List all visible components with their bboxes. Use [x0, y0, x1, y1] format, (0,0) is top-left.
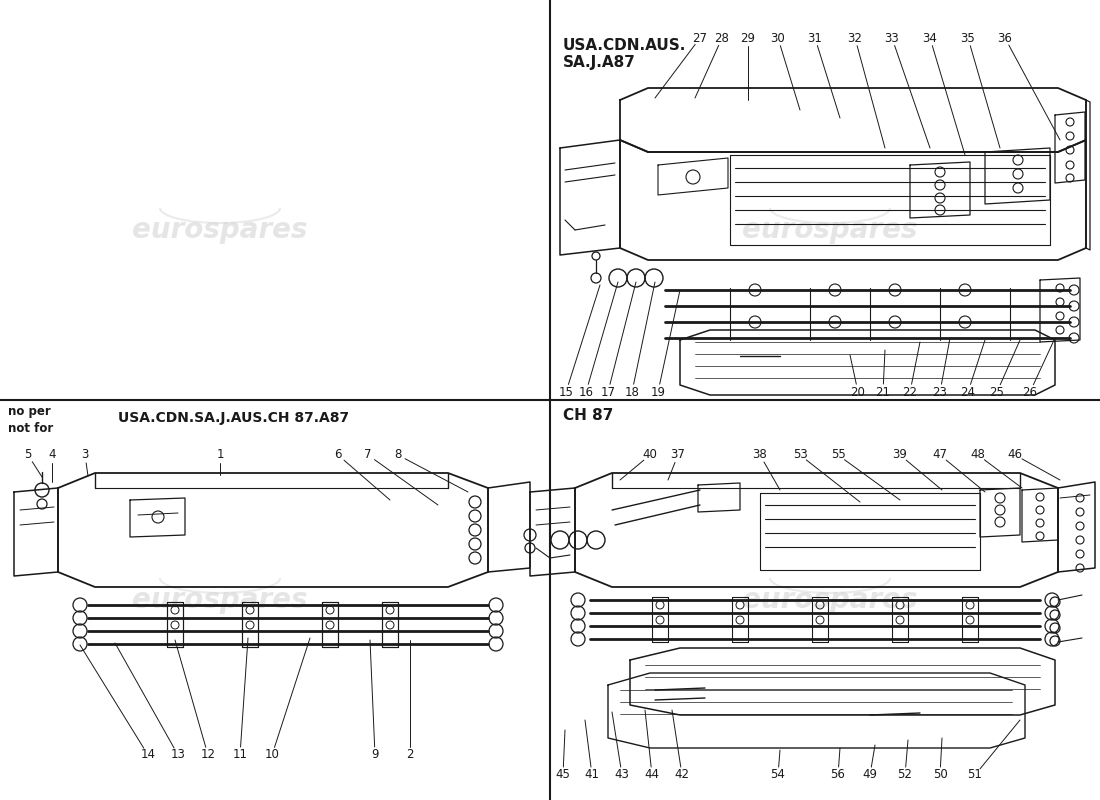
- Text: 31: 31: [807, 31, 823, 45]
- Text: not for: not for: [8, 422, 53, 434]
- Text: 54: 54: [771, 769, 785, 782]
- Text: 28: 28: [715, 31, 729, 45]
- Text: 6: 6: [334, 449, 342, 462]
- Text: 12: 12: [200, 749, 216, 762]
- Text: 33: 33: [884, 31, 900, 45]
- Text: 22: 22: [902, 386, 917, 398]
- Text: 34: 34: [923, 31, 937, 45]
- Text: 2: 2: [406, 749, 414, 762]
- Text: 56: 56: [830, 769, 846, 782]
- Text: 45: 45: [556, 769, 571, 782]
- Text: 32: 32: [848, 31, 862, 45]
- Text: 15: 15: [559, 386, 573, 398]
- Text: 53: 53: [793, 449, 807, 462]
- Text: 21: 21: [876, 386, 891, 398]
- Text: 24: 24: [960, 386, 976, 398]
- Text: 46: 46: [1008, 449, 1023, 462]
- Text: 30: 30: [771, 31, 785, 45]
- Text: 52: 52: [898, 769, 912, 782]
- Text: eurospares: eurospares: [132, 586, 308, 614]
- Text: 26: 26: [1023, 386, 1037, 398]
- Text: 16: 16: [579, 386, 594, 398]
- Text: 38: 38: [752, 449, 768, 462]
- Text: 13: 13: [170, 749, 186, 762]
- Text: 19: 19: [650, 386, 666, 398]
- Text: 9: 9: [372, 749, 378, 762]
- Text: SA.J.A87: SA.J.A87: [563, 55, 636, 70]
- Text: 14: 14: [141, 749, 155, 762]
- Text: 36: 36: [998, 31, 1012, 45]
- Text: 49: 49: [862, 769, 878, 782]
- Text: 50: 50: [933, 769, 947, 782]
- Text: 27: 27: [693, 31, 707, 45]
- Text: 11: 11: [232, 749, 248, 762]
- Text: 7: 7: [364, 449, 372, 462]
- Text: 5: 5: [24, 449, 32, 462]
- Text: 8: 8: [394, 449, 402, 462]
- Text: 43: 43: [615, 769, 629, 782]
- Text: eurospares: eurospares: [742, 216, 917, 244]
- Text: 1: 1: [217, 449, 223, 462]
- Text: 35: 35: [960, 31, 976, 45]
- Text: 18: 18: [625, 386, 639, 398]
- Text: 40: 40: [642, 449, 658, 462]
- Text: 4: 4: [48, 449, 56, 462]
- Text: 37: 37: [671, 449, 685, 462]
- Text: 10: 10: [265, 749, 279, 762]
- Text: 47: 47: [933, 449, 947, 462]
- Text: CH 87: CH 87: [563, 407, 614, 422]
- Text: 3: 3: [81, 449, 89, 462]
- Text: 20: 20: [850, 386, 866, 398]
- Text: 51: 51: [968, 769, 982, 782]
- Text: 29: 29: [740, 31, 756, 45]
- Text: 17: 17: [601, 386, 616, 398]
- Text: no per: no per: [8, 406, 51, 418]
- Text: USA.CDN.AUS.: USA.CDN.AUS.: [563, 38, 686, 53]
- Text: 39: 39: [892, 449, 907, 462]
- Text: 41: 41: [584, 769, 600, 782]
- Text: 23: 23: [933, 386, 947, 398]
- Text: 42: 42: [674, 769, 690, 782]
- Text: USA.CDN.SA.J.AUS.CH 87.A87: USA.CDN.SA.J.AUS.CH 87.A87: [118, 411, 349, 425]
- Text: 55: 55: [830, 449, 846, 462]
- Text: 44: 44: [645, 769, 660, 782]
- Text: 48: 48: [970, 449, 986, 462]
- Text: eurospares: eurospares: [742, 586, 917, 614]
- Text: 25: 25: [990, 386, 1004, 398]
- Text: eurospares: eurospares: [132, 216, 308, 244]
